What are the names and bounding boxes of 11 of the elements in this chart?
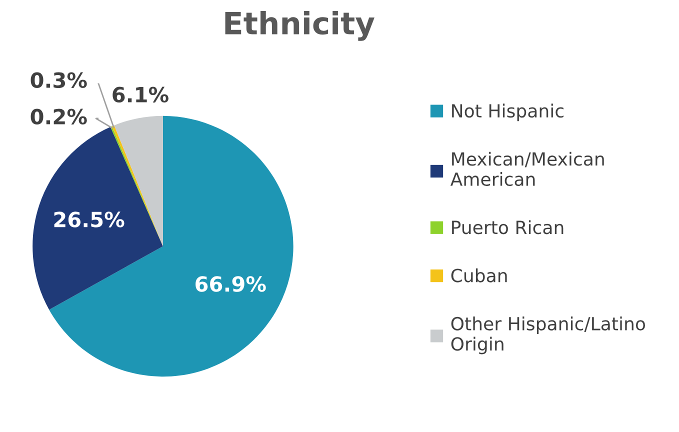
data-label: 0.2% (30, 108, 87, 125)
legend-label: Mexican/Mexican American (450, 152, 604, 186)
data-label: 6.1% (112, 86, 168, 103)
legend-label: Not Hispanic (452, 104, 564, 122)
data-label: 66.9% (196, 276, 266, 292)
chart-title: Ethnicity (225, 11, 374, 41)
data-label: 0.3% (30, 72, 87, 88)
legend-label: Other Hispanic/Latino Origin (451, 316, 646, 354)
legend-label: Puerto Rican (452, 220, 564, 234)
data-label: 26.5% (54, 212, 124, 228)
legend-label: Cuban (451, 268, 507, 282)
